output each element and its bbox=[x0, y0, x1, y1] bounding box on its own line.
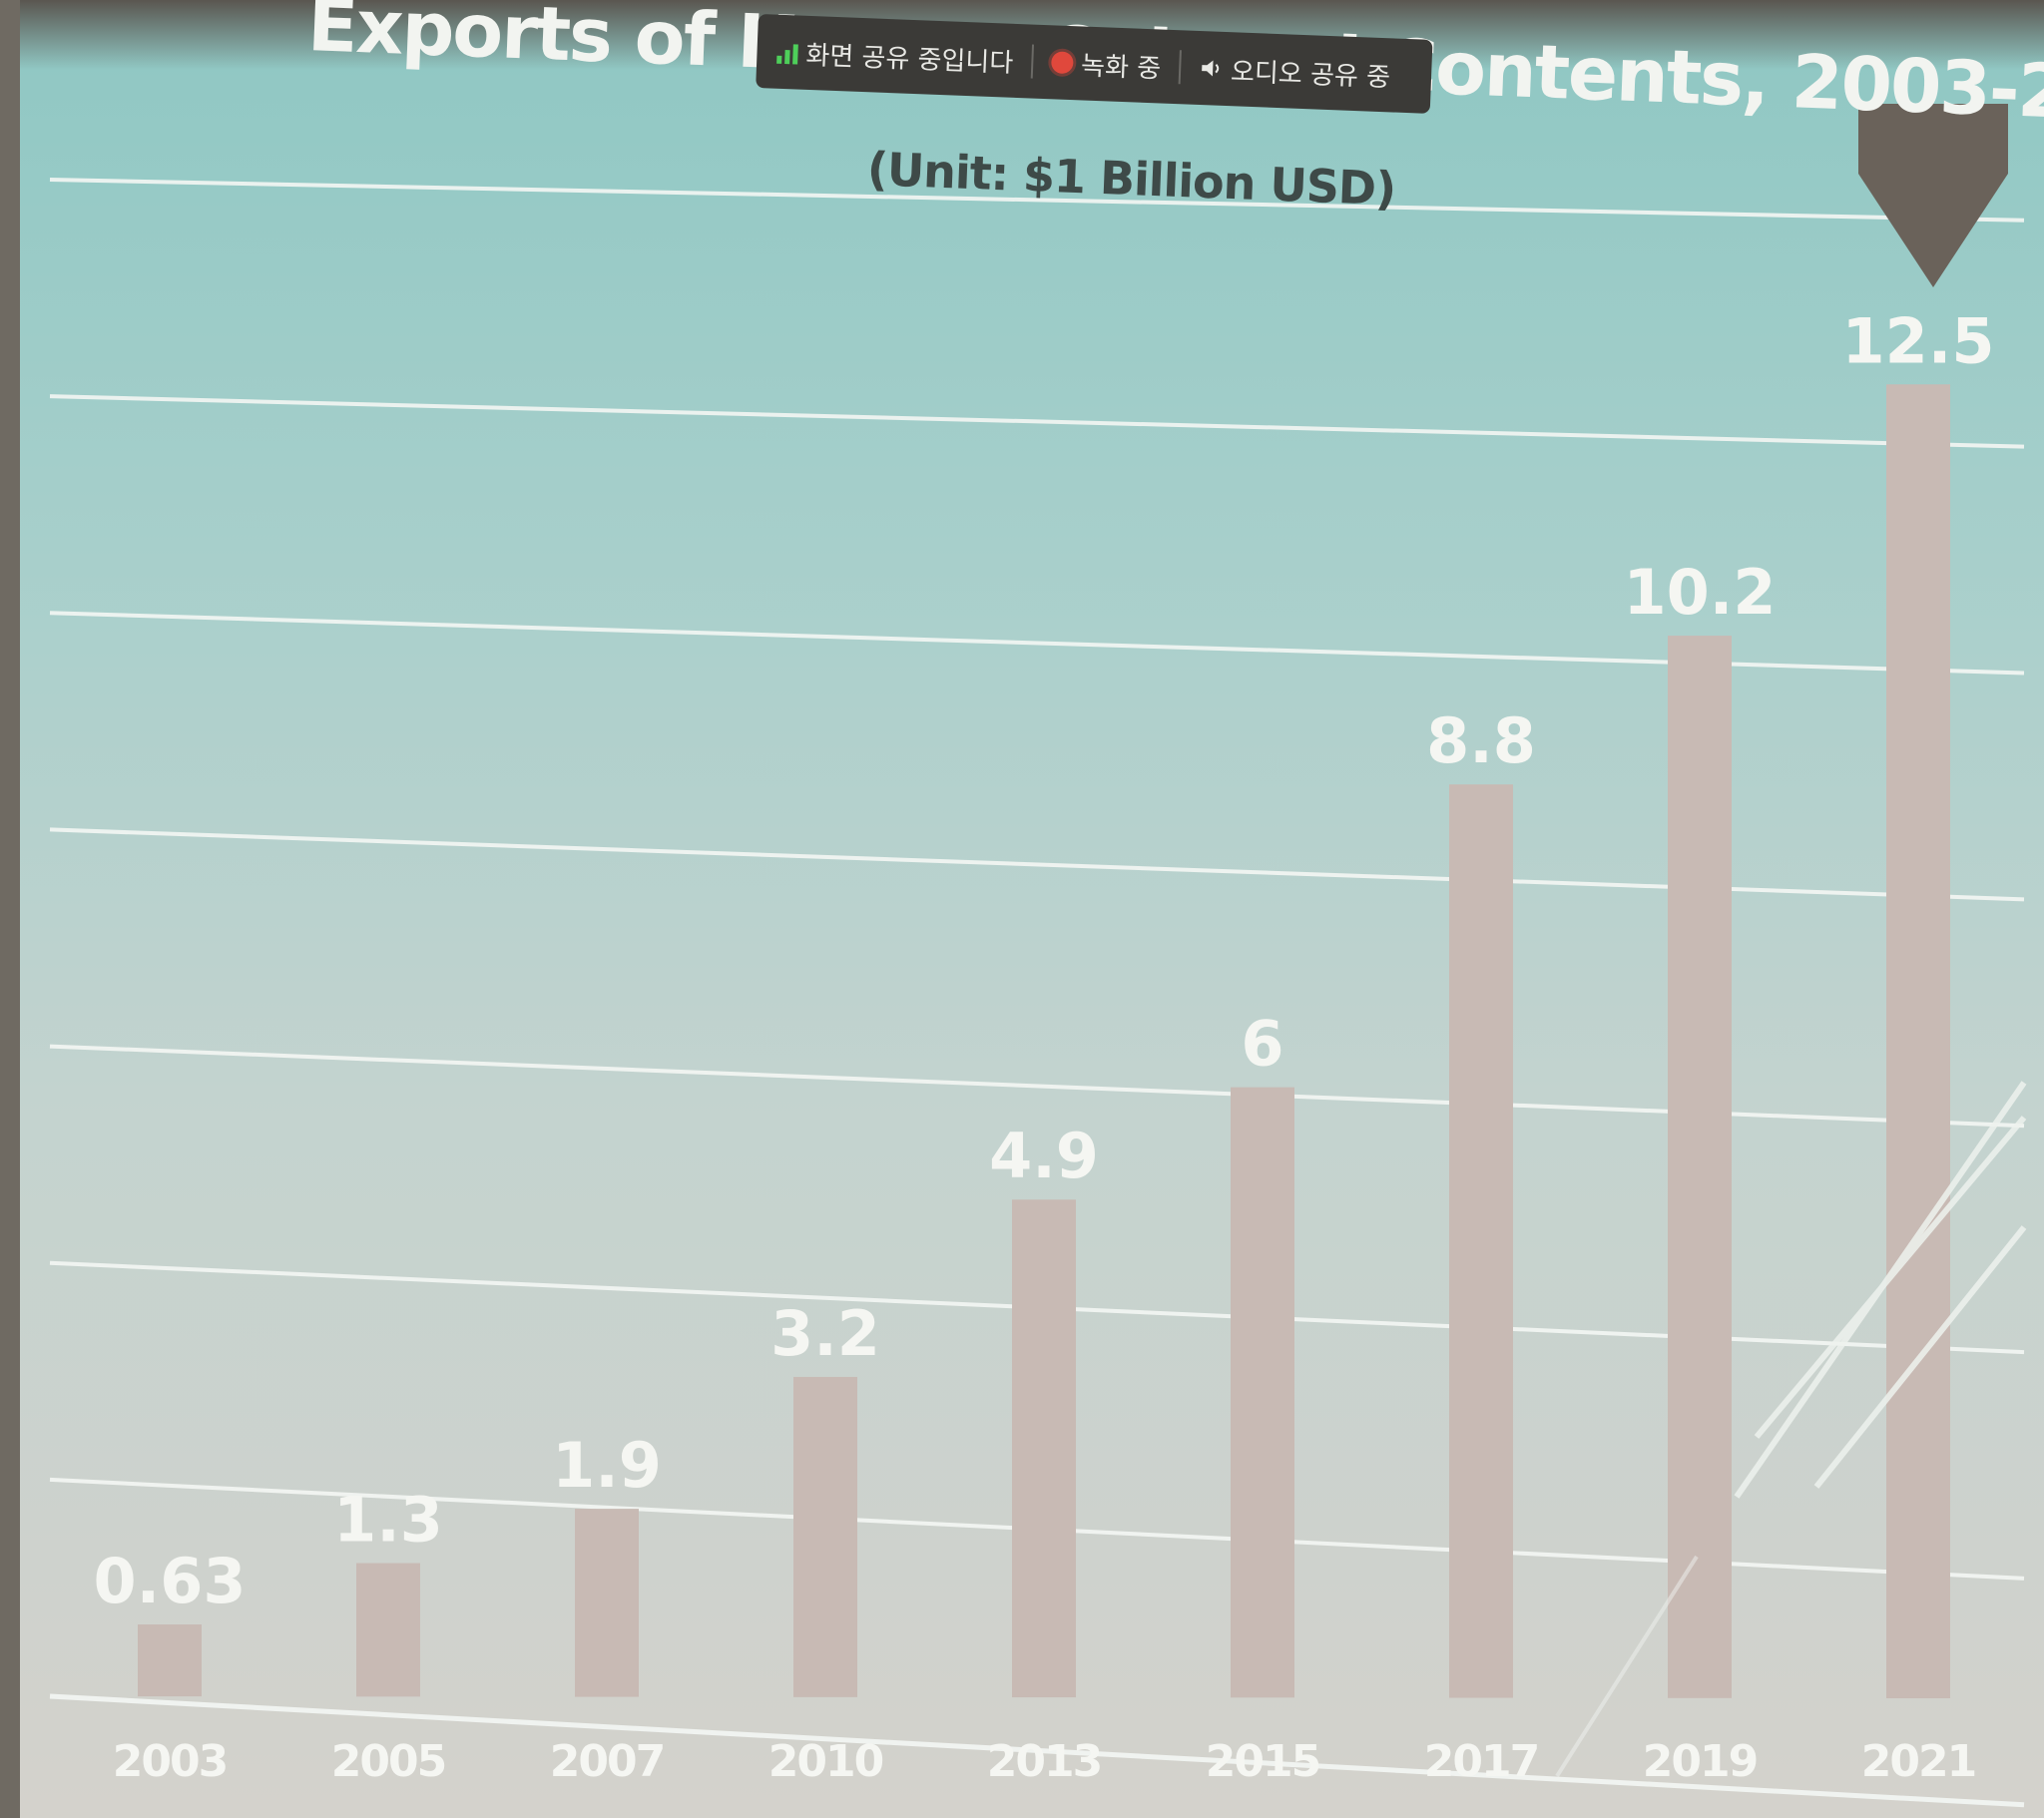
x-tick-2015: 2015 bbox=[1206, 1736, 1319, 1787]
triangle-marker-icon bbox=[1858, 104, 2008, 287]
bar-2017 bbox=[1449, 784, 1513, 1698]
record-dot-icon bbox=[1050, 51, 1074, 75]
sharing-label: 화면 공유 중입니다 bbox=[804, 40, 1014, 79]
x-tick-2010: 2010 bbox=[768, 1736, 883, 1787]
value-label-2015: 6 bbox=[1241, 1008, 1283, 1081]
value-label-2019: 10.2 bbox=[1624, 556, 1777, 629]
value-label-2005: 1.3 bbox=[333, 1484, 443, 1557]
value-label-2007: 1.9 bbox=[552, 1429, 662, 1502]
signal-bars-icon bbox=[776, 40, 798, 65]
x-tick-2007: 2007 bbox=[550, 1736, 664, 1787]
bar-2005 bbox=[356, 1563, 420, 1697]
value-labels: 0.63 1.3 1.9 3.2 4.9 6 8.8 10.2 12.5 bbox=[94, 304, 1995, 1617]
bar-chart: 0.631.31.93.24.968.810.212.5 2003 2005 200… bbox=[49, 178, 2025, 1808]
gridline bbox=[49, 394, 2025, 449]
gridline bbox=[49, 178, 2025, 223]
toolbar-divider bbox=[1030, 44, 1034, 79]
x-tick-2013: 2013 bbox=[987, 1736, 1101, 1787]
toolbar-divider bbox=[1178, 50, 1182, 85]
x-tick-2017: 2017 bbox=[1424, 1736, 1538, 1787]
gridline bbox=[49, 1693, 2025, 1808]
value-label-2013: 4.9 bbox=[989, 1120, 1099, 1192]
bar-2010 bbox=[793, 1376, 857, 1697]
x-tick-2021: 2021 bbox=[1861, 1736, 1975, 1787]
audio-status[interactable]: 오디오 공유 중 bbox=[1198, 49, 1391, 93]
sharing-status[interactable]: 화면 공유 중입니다 bbox=[776, 33, 1014, 79]
speaker-icon bbox=[1199, 56, 1224, 81]
recording-label: 녹화 중 bbox=[1080, 50, 1162, 85]
value-label-2003: 0.63 bbox=[94, 1545, 247, 1617]
screen-share-toolbar: 화면 공유 중입니다 녹화 중 오디오 공유 중 bbox=[756, 14, 1433, 114]
value-label-2017: 8.8 bbox=[1426, 704, 1536, 777]
recording-status[interactable]: 녹화 중 bbox=[1050, 44, 1162, 85]
value-label-2010: 3.2 bbox=[770, 1297, 880, 1370]
bar-2019 bbox=[1668, 636, 1732, 1698]
bar-2007 bbox=[575, 1509, 639, 1697]
value-label-2021: 12.5 bbox=[1842, 304, 1995, 377]
bar-2003 bbox=[138, 1624, 202, 1697]
bar-2015 bbox=[1231, 1087, 1294, 1698]
x-tick-2003: 2003 bbox=[113, 1736, 227, 1787]
audio-label: 오디오 공유 중 bbox=[1230, 56, 1391, 93]
x-tick-2005: 2005 bbox=[331, 1736, 445, 1787]
bar-2021 bbox=[1886, 384, 1950, 1699]
x-tick-labels: 2003 2005 2007 2010 2013 2015 2017 2019 2021 bbox=[113, 1736, 1977, 1787]
bar-2013 bbox=[1012, 1199, 1076, 1698]
x-tick-2019: 2019 bbox=[1643, 1736, 1757, 1787]
presentation-slide: 0.63 1.3 1.9 3.2 4.9 6 8.8 10.2 12.5 2003 2005 200… bbox=[20, 0, 2044, 1818]
